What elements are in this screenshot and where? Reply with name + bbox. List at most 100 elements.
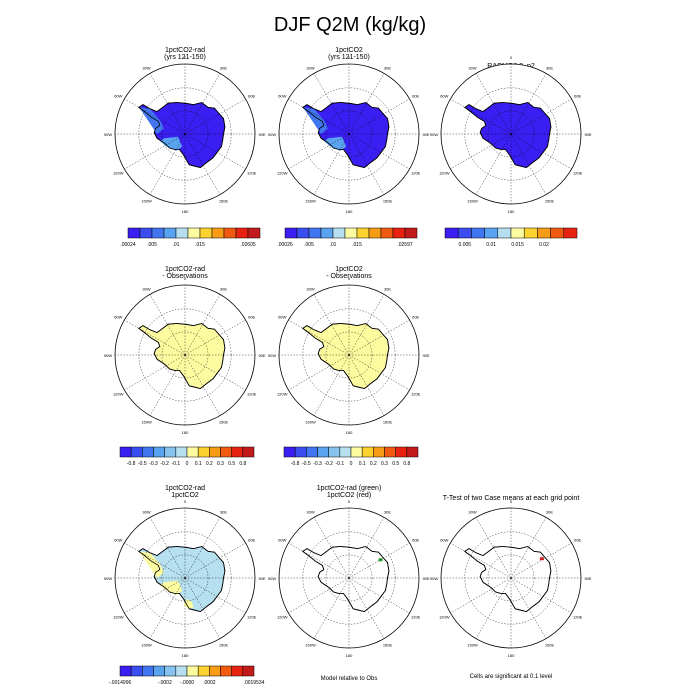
longitude-label: 90W bbox=[268, 353, 276, 358]
legend-swatch bbox=[247, 227, 261, 239]
coastline bbox=[138, 546, 226, 613]
panel-subtitle: - Observations bbox=[326, 273, 372, 280]
longitude-label: 60W bbox=[440, 94, 448, 99]
legend-swatch bbox=[119, 446, 132, 458]
coastline bbox=[138, 323, 226, 390]
meridian-line bbox=[288, 577, 350, 614]
legend-tick-label: 0.8 bbox=[403, 461, 410, 467]
legend-swatch bbox=[294, 446, 307, 458]
longitude-label: 150E bbox=[383, 199, 393, 204]
longitude-label: 150E bbox=[383, 643, 393, 648]
longitude-label: 0 bbox=[348, 499, 351, 504]
longitude-label: 180 bbox=[508, 653, 515, 658]
longitude-label: 150W bbox=[467, 199, 478, 204]
meridian-line bbox=[450, 133, 512, 170]
meridian-line bbox=[149, 354, 186, 416]
legend-tick-label: 0 bbox=[186, 461, 189, 467]
panel-subtitle: - Observations bbox=[162, 273, 208, 280]
model-relative-note: Model relative to Obs bbox=[321, 676, 378, 682]
meridian-line bbox=[124, 133, 186, 170]
legend-swatch bbox=[186, 446, 199, 458]
longitude-label: 180 bbox=[346, 430, 353, 435]
longitude-label: 120W bbox=[439, 615, 450, 620]
longitude-label: 150W bbox=[141, 199, 152, 204]
longitude-label: 60W bbox=[114, 538, 122, 543]
meridian-line bbox=[348, 294, 385, 356]
legend-tick-label: .015 bbox=[195, 242, 205, 248]
legend-tick-label: 0.3 bbox=[381, 461, 388, 467]
longitude-label: 30W bbox=[142, 509, 150, 514]
longitude-label: 0 bbox=[510, 55, 513, 60]
map-panel-p5: 1pctCO2- Observations030E60E90E120E150E1… bbox=[268, 266, 430, 467]
legend-swatch bbox=[197, 446, 210, 458]
meridian-line bbox=[348, 517, 385, 579]
legend-swatch bbox=[175, 446, 188, 458]
legend-swatch bbox=[296, 227, 310, 239]
meridian-line bbox=[313, 294, 350, 356]
region-patch-amery bbox=[183, 599, 194, 609]
longitude-label: 180 bbox=[182, 653, 189, 658]
legend-swatch bbox=[139, 227, 153, 239]
longitude-label: 120W bbox=[277, 392, 288, 397]
legend-swatch bbox=[142, 446, 154, 458]
color-legend: .00024 .005 .01 .015 .02605 bbox=[120, 227, 261, 248]
meridian-line bbox=[348, 354, 385, 416]
panel-subtitle: (yrs 121-150) bbox=[328, 54, 370, 61]
legend-tick-label: 0.01 bbox=[486, 242, 496, 248]
legend-swatch bbox=[320, 227, 334, 239]
meridian-line bbox=[184, 577, 221, 639]
longitude-label: 180 bbox=[508, 209, 515, 214]
longitude-label: 150W bbox=[467, 643, 478, 648]
legend-swatch bbox=[130, 446, 143, 458]
longitude-label: 90E bbox=[258, 353, 265, 358]
longitude-label: 60W bbox=[278, 315, 286, 320]
longitude-label: 0 bbox=[184, 499, 187, 504]
color-legend: .00026 .005 .01 .015 .02597 bbox=[277, 227, 418, 248]
panel-title: 1pctCO2-rad bbox=[165, 266, 205, 273]
legend-swatch bbox=[328, 446, 341, 458]
map-panel-p4: 1pctCO2-rad- Observations030E60E90E120E1… bbox=[104, 266, 266, 467]
legend-swatch bbox=[175, 665, 188, 677]
legend-swatch bbox=[220, 665, 232, 677]
legend-swatch bbox=[209, 446, 221, 458]
longitude-label: 60E bbox=[574, 94, 581, 99]
longitude-label: 90E bbox=[584, 132, 591, 137]
coastline bbox=[138, 102, 226, 169]
longitude-label: 0 bbox=[348, 276, 351, 281]
legend-swatch bbox=[164, 665, 177, 677]
legend-swatch bbox=[457, 227, 472, 239]
coastline bbox=[464, 102, 552, 169]
legend-tick-label: -0.3 bbox=[313, 461, 322, 467]
legend-tick-label: 0.015 bbox=[511, 242, 524, 248]
legend-tick-label: 0.5 bbox=[392, 461, 399, 467]
meridian-line bbox=[149, 517, 186, 579]
longitude-label: 60W bbox=[278, 538, 286, 543]
panel-subtitle: 1pctCO2 (red) bbox=[327, 492, 371, 499]
legend-tick-label: -.0002 bbox=[158, 680, 172, 686]
region-patch-ross bbox=[159, 580, 183, 595]
legend-tick-label: .0019534 bbox=[244, 680, 265, 686]
coastline bbox=[302, 546, 390, 613]
latitude-circle bbox=[161, 110, 209, 158]
longitude-label: 30W bbox=[142, 286, 150, 291]
legend-tick-label: -0.2 bbox=[324, 461, 333, 467]
meridian-line bbox=[510, 542, 572, 579]
meridian-line bbox=[510, 73, 547, 135]
coastline bbox=[302, 323, 390, 390]
longitude-label: 30W bbox=[468, 65, 476, 70]
meridian-line bbox=[313, 577, 350, 639]
meridian-line bbox=[288, 98, 350, 135]
legend-swatch bbox=[373, 446, 385, 458]
panel-subtitle: 1pctCO2 bbox=[171, 492, 199, 499]
meridian-line bbox=[510, 517, 547, 579]
meridian-line bbox=[510, 577, 547, 639]
meridian-line bbox=[184, 73, 221, 135]
latitude-circle bbox=[487, 110, 535, 158]
longitude-label: 180 bbox=[346, 209, 353, 214]
legend-swatch bbox=[153, 446, 165, 458]
legend-tick-label: -0.5 bbox=[138, 461, 147, 467]
meridian-line bbox=[475, 577, 512, 639]
meridian-line bbox=[510, 133, 547, 195]
meridian-line bbox=[475, 133, 512, 195]
